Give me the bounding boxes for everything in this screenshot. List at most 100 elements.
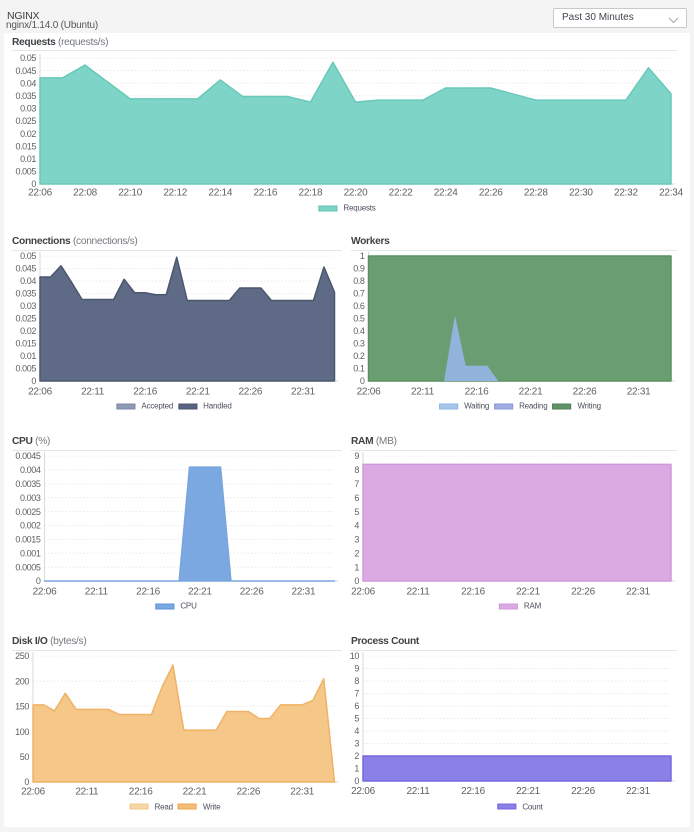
svg-text:0.003: 0.003 [20, 493, 41, 503]
svg-text:22:06: 22:06 [357, 387, 381, 398]
svg-text:22:16: 22:16 [253, 188, 277, 199]
svg-text:0.03: 0.03 [20, 104, 36, 114]
svg-text:0.1: 0.1 [353, 364, 365, 374]
svg-text:1: 1 [360, 251, 365, 261]
svg-text:22:06: 22:06 [28, 188, 52, 199]
svg-text:8: 8 [354, 676, 359, 686]
svg-text:22:11: 22:11 [406, 786, 430, 797]
svg-text:22:11: 22:11 [85, 587, 109, 598]
svg-text:22:32: 22:32 [614, 188, 638, 199]
svg-text:22:06: 22:06 [21, 787, 45, 798]
svg-text:0.7: 0.7 [353, 289, 365, 299]
svg-text:22:21: 22:21 [188, 587, 212, 598]
svg-text:2: 2 [354, 751, 359, 761]
svg-text:22:16: 22:16 [136, 587, 160, 598]
svg-text:22:26: 22:26 [240, 587, 264, 598]
svg-text:0.03: 0.03 [20, 301, 36, 311]
svg-text:0.0015: 0.0015 [15, 535, 41, 545]
svg-text:0.0005: 0.0005 [15, 562, 41, 572]
svg-text:0.015: 0.015 [15, 339, 36, 349]
svg-text:22:16: 22:16 [129, 787, 153, 798]
svg-text:0.5: 0.5 [353, 314, 365, 324]
svg-text:22:18: 22:18 [299, 188, 323, 199]
svg-text:22:10: 22:10 [118, 188, 142, 199]
svg-text:100: 100 [15, 727, 29, 737]
svg-text:22:26: 22:26 [571, 587, 595, 598]
svg-text:0.015: 0.015 [15, 141, 36, 151]
svg-text:0.04: 0.04 [20, 78, 36, 88]
svg-text:0.04: 0.04 [20, 276, 36, 286]
svg-text:0: 0 [36, 576, 41, 586]
svg-text:22:06: 22:06 [351, 587, 375, 598]
svg-text:22:11: 22:11 [81, 387, 105, 398]
svg-text:0.01: 0.01 [20, 154, 36, 164]
svg-text:0.0035: 0.0035 [15, 479, 41, 489]
svg-text:0.001: 0.001 [20, 548, 41, 558]
svg-text:22:08: 22:08 [73, 188, 97, 199]
svg-text:7: 7 [354, 689, 359, 699]
svg-text:22:20: 22:20 [344, 188, 368, 199]
svg-text:22:16: 22:16 [461, 587, 485, 598]
svg-text:22:31: 22:31 [626, 786, 650, 797]
svg-text:22:26: 22:26 [236, 787, 260, 798]
svg-text:22:31: 22:31 [291, 387, 315, 398]
svg-text:1: 1 [354, 562, 359, 572]
svg-text:50: 50 [20, 752, 30, 762]
svg-text:200: 200 [15, 676, 29, 686]
svg-text:0.01: 0.01 [20, 351, 36, 361]
svg-text:0.045: 0.045 [15, 264, 36, 274]
svg-text:0.045: 0.045 [15, 66, 36, 76]
svg-text:0: 0 [360, 376, 365, 386]
svg-text:22:11: 22:11 [411, 387, 435, 398]
svg-text:22:22: 22:22 [389, 188, 413, 199]
svg-text:0.2: 0.2 [353, 351, 365, 361]
svg-text:250: 250 [15, 651, 29, 661]
svg-text:8: 8 [354, 465, 359, 475]
svg-text:22:21: 22:21 [186, 387, 210, 398]
svg-text:0: 0 [354, 576, 359, 586]
svg-text:0: 0 [24, 777, 29, 787]
svg-text:0.005: 0.005 [15, 364, 36, 374]
svg-text:0.0025: 0.0025 [15, 507, 41, 517]
svg-text:6: 6 [354, 701, 359, 711]
svg-text:3: 3 [354, 739, 359, 749]
svg-text:22:16: 22:16 [465, 387, 489, 398]
svg-text:4: 4 [354, 726, 359, 736]
svg-text:0.05: 0.05 [20, 251, 36, 261]
svg-text:22:26: 22:26 [573, 387, 597, 398]
svg-text:22:28: 22:28 [524, 188, 548, 199]
svg-text:1: 1 [354, 764, 359, 774]
svg-text:10: 10 [350, 651, 360, 661]
svg-text:0.035: 0.035 [15, 91, 36, 101]
svg-text:150: 150 [15, 702, 29, 712]
svg-text:22:21: 22:21 [516, 786, 540, 797]
svg-text:22:12: 22:12 [163, 188, 187, 199]
svg-text:0.025: 0.025 [15, 116, 36, 126]
svg-text:7: 7 [354, 479, 359, 489]
svg-text:22:26: 22:26 [479, 188, 503, 199]
svg-text:0: 0 [354, 776, 359, 786]
svg-text:0.05: 0.05 [20, 53, 36, 63]
svg-text:22:34: 22:34 [659, 188, 683, 199]
svg-text:22:30: 22:30 [569, 188, 593, 199]
svg-text:0.8: 0.8 [353, 276, 365, 286]
svg-text:0.02: 0.02 [20, 326, 36, 336]
svg-text:9: 9 [354, 664, 359, 674]
svg-text:0: 0 [31, 179, 36, 189]
svg-text:5: 5 [354, 714, 359, 724]
svg-text:0.004: 0.004 [20, 465, 41, 475]
svg-text:6: 6 [354, 493, 359, 503]
svg-text:0.035: 0.035 [15, 289, 36, 299]
svg-text:9: 9 [354, 451, 359, 461]
svg-text:0.002: 0.002 [20, 521, 41, 531]
svg-text:22:21: 22:21 [183, 787, 207, 798]
svg-text:4: 4 [354, 521, 359, 531]
svg-text:5: 5 [354, 507, 359, 517]
svg-text:22:14: 22:14 [208, 188, 232, 199]
svg-text:22:06: 22:06 [28, 387, 52, 398]
svg-text:0.0045: 0.0045 [15, 451, 41, 461]
svg-text:0.4: 0.4 [353, 326, 365, 336]
svg-text:22:21: 22:21 [519, 387, 543, 398]
svg-text:0.6: 0.6 [353, 301, 365, 311]
svg-text:0.005: 0.005 [15, 167, 36, 177]
